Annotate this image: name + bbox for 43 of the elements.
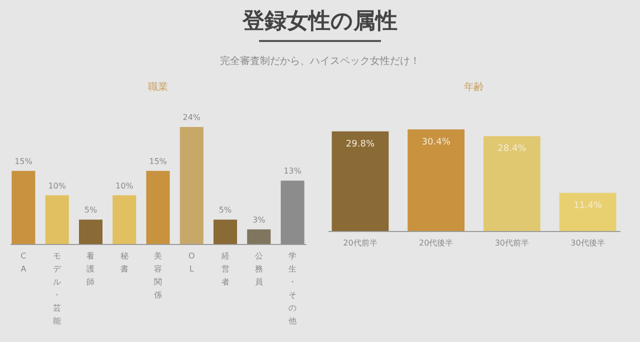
data-label: 29.8% (346, 139, 375, 150)
bar (408, 129, 465, 231)
bar (247, 229, 271, 244)
bar (45, 195, 69, 244)
x-tick-label: 20代前半 (343, 238, 378, 248)
x-tick-label: 20代後半 (418, 238, 454, 248)
chart-title: 職業 (148, 81, 168, 93)
x-tick-label: 30代後半 (570, 238, 605, 248)
data-label: 24% (182, 113, 201, 122)
data-label: 3% (252, 215, 266, 224)
chart-title: 年齢 (464, 81, 484, 93)
x-tick-label: CA (20, 252, 27, 274)
text: 登録女性の属性 (242, 8, 398, 36)
x-tick-label: 看護師 (86, 252, 95, 286)
bar (146, 170, 170, 244)
bar (214, 220, 238, 244)
data-label: 10% (115, 181, 134, 190)
text: 完全審査制だから、ハイスペック女性だけ！ (219, 54, 421, 68)
data-label: 15% (149, 156, 168, 166)
x-tick-label: 学生・その他 (288, 252, 297, 326)
bar (12, 170, 36, 244)
x-tick-label: OL (188, 252, 195, 274)
data-label: 28.4% (498, 144, 527, 154)
data-label: 5% (84, 206, 98, 215)
x-tick-label: 秘書 (120, 252, 128, 274)
bar (483, 136, 540, 231)
data-label: 10% (48, 181, 66, 190)
bar (559, 192, 616, 231)
bar (112, 195, 136, 244)
x-tick-label: 公務員 (254, 252, 263, 286)
x-tick-label: 美容関係 (154, 252, 162, 300)
bar (280, 180, 304, 244)
data-label: 5% (218, 206, 232, 215)
bar (332, 131, 389, 231)
x-tick-label: 経営者 (220, 252, 230, 286)
data-label: 30.4% (422, 137, 451, 148)
bar (180, 127, 204, 244)
x-tick-label: 30代前半 (494, 238, 530, 248)
data-label: 15% (14, 156, 33, 166)
x-tick-label: モデル・芸能 (53, 252, 62, 326)
bar (78, 220, 102, 244)
data-label: 13% (284, 166, 302, 176)
data-label: 11.4% (573, 200, 603, 211)
